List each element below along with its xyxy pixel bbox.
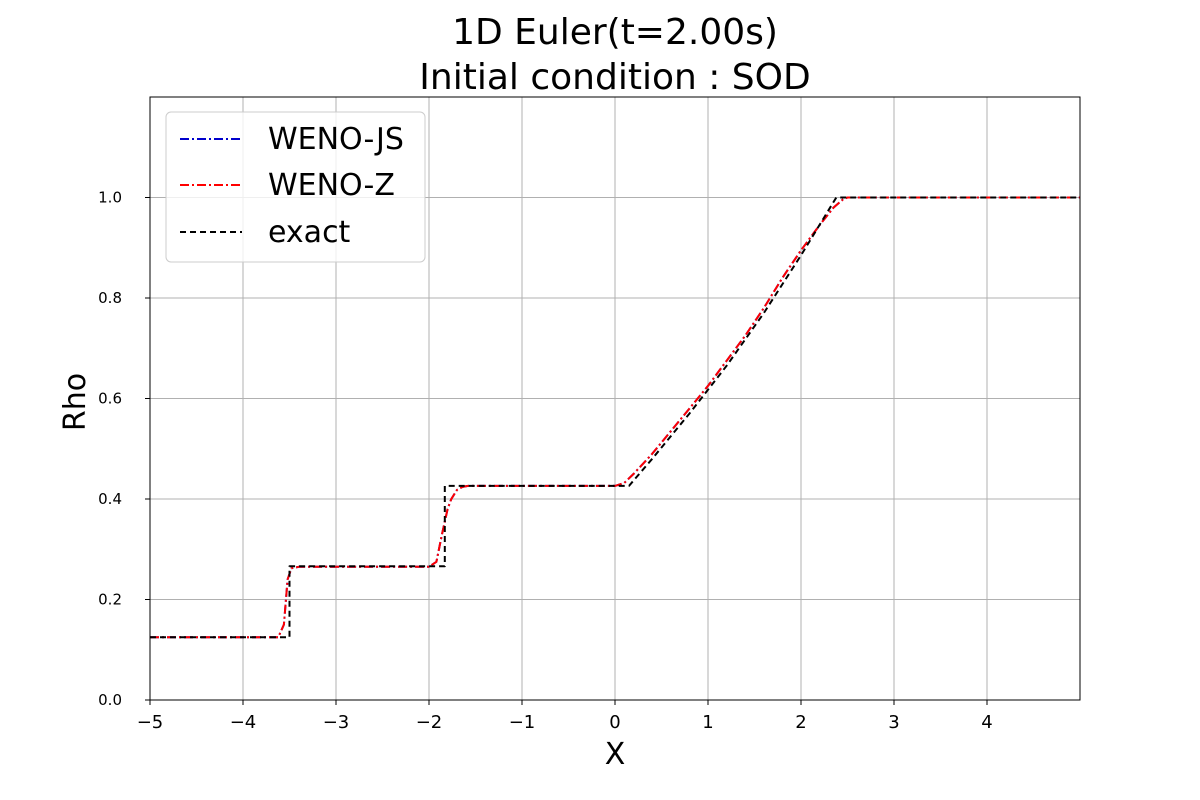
legend-label-weno-z: WENO-Z bbox=[268, 168, 395, 203]
y-tick-label: 0.4 bbox=[98, 490, 122, 508]
chart-subtitle: Initial condition : SOD bbox=[419, 57, 810, 98]
x-tick-label: −3 bbox=[323, 712, 350, 733]
chart-title: 1D Euler(t=2.00s) bbox=[452, 12, 778, 53]
legend-label-exact: exact bbox=[268, 215, 351, 250]
y-tick-label: 0.6 bbox=[98, 390, 122, 408]
x-axis-label: X bbox=[605, 737, 626, 772]
x-tick-label: 0 bbox=[609, 712, 620, 733]
legend: WENO-JS WENO-Z exact bbox=[165, 111, 426, 263]
legend-box bbox=[165, 111, 426, 263]
x-tick-label: 3 bbox=[888, 712, 899, 733]
x-tick-label: 4 bbox=[981, 712, 992, 733]
y-axis-label: Rho bbox=[58, 373, 93, 431]
series-lines bbox=[150, 196, 1080, 639]
x-tick-label: 2 bbox=[795, 712, 806, 733]
x-tick-label: 1 bbox=[702, 712, 713, 733]
x-tick-label: −5 bbox=[137, 712, 164, 733]
x-tick-label: −4 bbox=[230, 712, 257, 733]
legend-label-weno-js: WENO-JS bbox=[268, 122, 404, 157]
y-tick-label: 1.0 bbox=[98, 189, 122, 207]
y-tick-label: 0.0 bbox=[98, 691, 122, 709]
series-line-exact bbox=[150, 196, 1080, 639]
x-tick-label: −1 bbox=[509, 712, 536, 733]
x-tick-label: −2 bbox=[416, 712, 443, 733]
axis-ticks: −5 −4 −3 −2 −1 0 1 2 3 4 0.0 0.2 0.4 0.6 0.8 1.0 bbox=[98, 189, 993, 734]
y-tick-label: 0.2 bbox=[98, 591, 122, 609]
y-tick-label: 0.8 bbox=[98, 289, 122, 307]
